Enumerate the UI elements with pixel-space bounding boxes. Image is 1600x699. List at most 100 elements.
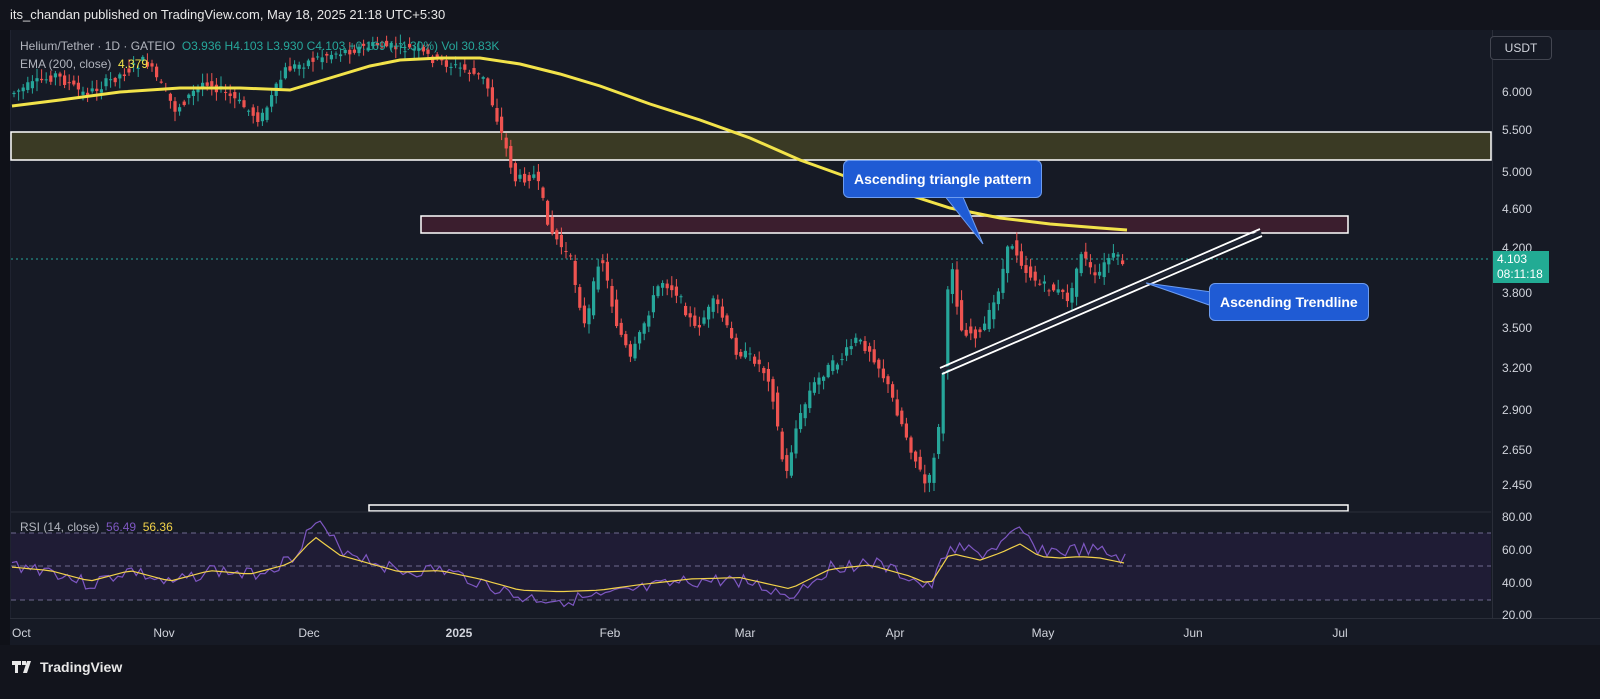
candle-body — [334, 53, 338, 55]
price-tick-label: 2.650 — [1502, 443, 1532, 457]
candle-body — [642, 323, 646, 334]
candle-body — [647, 315, 651, 327]
trendline-callout[interactable]: Ascending Trendline — [1209, 283, 1369, 321]
candle-body — [550, 217, 554, 234]
candle-body — [555, 230, 559, 240]
candle-body — [53, 73, 57, 78]
candle-body — [969, 326, 973, 334]
candle-body — [1065, 292, 1069, 302]
candle-body — [141, 56, 145, 61]
price-tick-label: 5.000 — [1502, 165, 1532, 179]
candle-body — [136, 67, 140, 69]
candle-body — [1038, 283, 1042, 285]
time-tick-label: Oct — [12, 626, 31, 640]
candle-body — [1029, 266, 1033, 278]
resistance-zone — [420, 215, 1349, 234]
currency-button[interactable]: USDT — [1490, 36, 1552, 60]
ema-legend[interactable]: EMA (200, close) 4.379 — [20, 57, 148, 71]
candle-body — [592, 281, 596, 316]
candle-body — [569, 255, 573, 257]
candle-body — [109, 79, 113, 81]
footer: TradingView — [0, 645, 1600, 699]
candle-body — [118, 74, 122, 79]
candle-body — [90, 88, 94, 92]
candle-body — [30, 81, 34, 89]
candle-body — [1015, 240, 1019, 256]
time-tick-label: Dec — [298, 626, 319, 640]
candle-body — [587, 308, 591, 325]
candle-body — [297, 64, 301, 69]
price-tick-label: 6.000 — [1502, 85, 1532, 99]
candle-body — [849, 346, 853, 350]
time-axis[interactable] — [10, 618, 1600, 646]
price-scale[interactable] — [1492, 30, 1600, 618]
candle-body — [228, 93, 232, 96]
price-tick-label: 4.600 — [1502, 202, 1532, 216]
main-chart-panel[interactable] — [10, 30, 1493, 618]
candle-body — [302, 67, 306, 69]
candle-body — [44, 79, 48, 81]
candle-body — [684, 305, 688, 316]
candle-body — [633, 343, 637, 359]
candle-body — [1056, 289, 1060, 293]
candle-body — [40, 78, 44, 81]
candle-body — [500, 116, 504, 133]
publisher-text: its_chandan published on TradingView.com… — [10, 7, 446, 22]
candle-body — [348, 49, 352, 55]
candle-body — [1098, 271, 1102, 276]
candle-body — [403, 51, 407, 53]
tradingview-logo[interactable]: TradingView — [12, 659, 122, 675]
candle-body — [224, 91, 228, 93]
candle-body — [978, 329, 982, 333]
candle-body — [375, 42, 379, 46]
candle-body — [477, 73, 481, 75]
candle-body — [868, 346, 872, 352]
candle-body — [237, 99, 241, 102]
top-bar: its_chandan published on TradingView.com… — [0, 0, 1600, 30]
rsi-value: 56.49 — [106, 520, 137, 534]
candle-body — [168, 93, 172, 101]
candle-body — [638, 332, 642, 344]
candle-body — [104, 78, 108, 87]
candle-body — [1084, 251, 1088, 259]
triangle-callout[interactable]: Ascending triangle pattern — [843, 160, 1043, 198]
price-tick-label: 2.450 — [1502, 478, 1532, 492]
candle-body — [665, 283, 669, 289]
candle-body — [81, 91, 85, 95]
candle-body — [1111, 253, 1115, 258]
candle-body — [260, 112, 264, 122]
candle-body — [753, 356, 757, 364]
candle-body — [472, 68, 476, 74]
candle-body — [95, 88, 99, 92]
candle-body — [776, 392, 780, 427]
candle-body — [122, 74, 126, 76]
candle-body — [582, 305, 586, 324]
candle-body — [527, 175, 531, 182]
candle-body — [697, 324, 701, 328]
candle-body — [12, 92, 16, 95]
rsi-tick-label: 20.00 — [1502, 608, 1532, 622]
candle-body — [412, 48, 416, 51]
candle-body — [656, 286, 660, 297]
candle-body — [113, 77, 117, 83]
candle-body — [306, 60, 310, 67]
candle-body — [748, 353, 752, 355]
candle-body — [615, 299, 619, 327]
candle-body — [1116, 254, 1120, 257]
tradingview-logo-icon — [12, 661, 31, 673]
time-tick-label: Feb — [600, 626, 621, 640]
bar-countdown: 08:11:18 — [1497, 267, 1543, 281]
candle-body — [49, 75, 53, 82]
candle-body — [72, 80, 76, 85]
candle-body — [426, 49, 430, 54]
rsi-legend[interactable]: RSI (14, close) 56.49 56.36 — [20, 520, 173, 534]
candle-body — [1061, 289, 1065, 292]
candle-body — [389, 42, 393, 48]
time-tick-label: Jun — [1183, 626, 1202, 640]
candle-body — [693, 315, 697, 326]
symbol-legend[interactable]: Helium/Tether · 1D · GATEIO O3.936 H4.10… — [20, 39, 499, 53]
candle-body — [1121, 260, 1125, 265]
candle-body — [1070, 288, 1074, 303]
candle-body — [720, 306, 724, 318]
